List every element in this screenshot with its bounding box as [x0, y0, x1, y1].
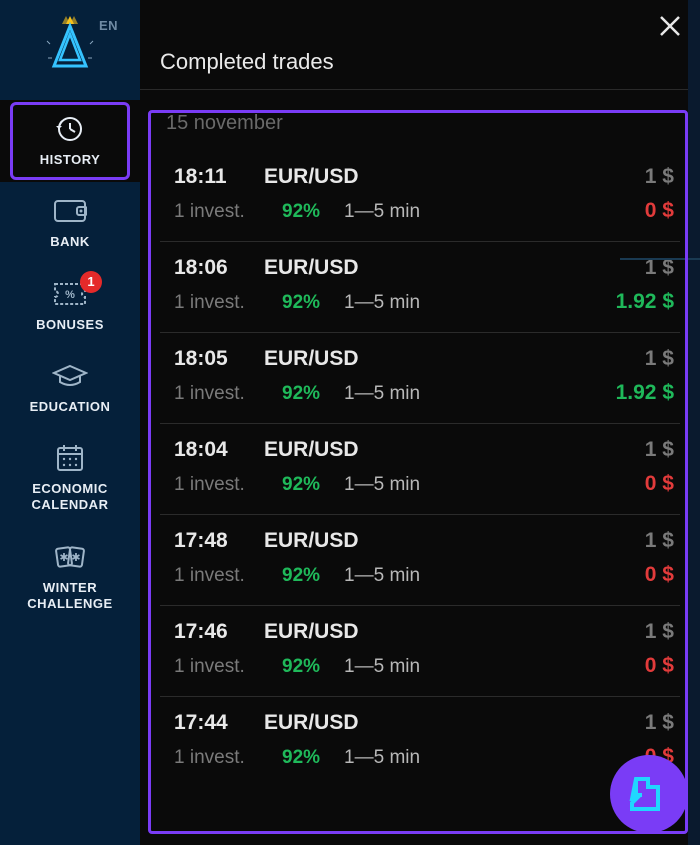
trade-result: 0 $ [645, 654, 674, 678]
trade-result: 0 $ [645, 199, 674, 223]
sidebar-item-history[interactable]: HISTORY [0, 100, 140, 182]
trade-range: 1—5 min [344, 474, 420, 496]
trade-row[interactable]: 18:04 EUR/USD 1 $ 1 invest. 92% 1—5 min 0 $ [160, 424, 680, 515]
trade-stake: 1 $ [645, 165, 674, 189]
sidebar-item-bank[interactable]: BANK [0, 182, 140, 264]
trade-time: 18:05 [174, 347, 246, 371]
close-button[interactable] [654, 10, 686, 42]
sidebar-item-economic-calendar[interactable]: ECONOMICCALENDAR [0, 429, 140, 528]
trade-invest-count: 1 invest. [174, 474, 264, 496]
trade-result: 0 $ [645, 563, 674, 587]
trade-row[interactable]: 18:11 EUR/USD 1 $ 1 invest. 92% 1—5 min 0 $ [160, 151, 680, 242]
trade-stake: 1 $ [645, 711, 674, 735]
trade-percent: 92% [282, 201, 320, 223]
trade-row[interactable]: 17:44EUR/USD1 $1 invest.92%1—5 min0 $ [160, 697, 680, 787]
trade-time: 18:04 [174, 438, 246, 462]
trade-row[interactable]: 17:46 EUR/USD 1 $ 1 invest. 92% 1—5 min 0 $ [160, 606, 680, 697]
bonus-badge: 1 [80, 271, 102, 293]
trade-time: 17:48 [174, 529, 246, 553]
trade-range: 1—5 min [344, 656, 420, 678]
trade-stake: 1 $ [645, 620, 674, 644]
trade-stake: 1 $ [645, 438, 674, 462]
language-selector[interactable]: EN [99, 18, 118, 33]
trade-percent: 92% [282, 565, 320, 587]
history-icon [55, 114, 85, 144]
trade-result: 1.92 $ [616, 381, 674, 405]
trade-result: 1.92 $ [616, 290, 674, 314]
trade-percent: 92% [282, 656, 320, 678]
trade-stake: 1 $ [645, 529, 674, 553]
trade-range: 1—5 min [344, 383, 420, 405]
support-icon [626, 771, 672, 817]
right-edge [688, 0, 700, 845]
sidebar-item-label: BANK [50, 234, 90, 250]
svg-text:✱: ✱ [59, 552, 68, 564]
trade-pair: EUR/USD [264, 165, 359, 189]
sidebar-item-label: BONUSES [36, 317, 104, 333]
close-icon [658, 14, 682, 38]
trade-row[interactable]: 18:05 EUR/USD 1 $ 1 invest. 92% 1—5 min 1.92 $ [160, 333, 680, 424]
sidebar-item-label: WINTERCHALLENGE [27, 580, 112, 613]
sidebar: EN HISTORY B [0, 0, 140, 845]
trades-list: 15 november 18:11EUR/USD1 $1 invest.92%1… [140, 90, 700, 787]
trade-range: 1—5 min [344, 292, 420, 314]
trade-percent: 92% [282, 292, 320, 314]
trade-time: 17:44 [174, 711, 246, 735]
support-fab[interactable] [610, 755, 688, 833]
sidebar-item-label: EDUCATION [30, 399, 111, 415]
trade-pair: EUR/USD [264, 529, 359, 553]
wallet-icon [53, 197, 87, 225]
trade-percent: 92% [282, 747, 320, 769]
trade-stake: 1 $ [645, 347, 674, 371]
sidebar-item-education[interactable]: EDUCATION [0, 347, 140, 429]
trade-range: 1—5 min [344, 201, 420, 223]
trade-range: 1—5 min [344, 565, 420, 587]
cards-icon: ✱ ✱ [53, 543, 87, 571]
sidebar-item-winter-challenge[interactable]: ✱ ✱ WINTERCHALLENGE [0, 528, 140, 627]
trade-pair: EUR/USD [264, 438, 359, 462]
calendar-icon [55, 443, 85, 473]
trade-invest-count: 1 invest. [174, 565, 264, 587]
trade-invest-count: 1 invest. [174, 201, 264, 223]
panel-header: Completed trades [140, 0, 700, 90]
panel-title: Completed trades [160, 49, 334, 75]
logo: EN [0, 14, 140, 100]
graduation-icon [52, 363, 88, 389]
trade-range: 1—5 min [344, 747, 420, 769]
trade-row[interactable]: 17:48 EUR/USD 1 $ 1 invest. 92% 1—5 min 0 $ [160, 515, 680, 606]
trade-pair: EUR/USD [264, 347, 359, 371]
trade-percent: 92% [282, 474, 320, 496]
trade-invest-count: 1 invest. [174, 656, 264, 678]
trade-result: 0 $ [645, 472, 674, 496]
svg-text:✱: ✱ [71, 552, 80, 564]
trade-pair: EUR/USD [264, 256, 359, 280]
trade-invest-count: 1 invest. [174, 747, 264, 769]
sidebar-item-bonuses[interactable]: 1 % BONUSES [0, 265, 140, 347]
trade-pair: EUR/USD [264, 620, 359, 644]
trade-time: 18:06 [174, 256, 246, 280]
trade-invest-count: 1 invest. [174, 292, 264, 314]
trade-row[interactable]: 18:06EUR/USD1 $1 invest.92%1—5 min1.92 $ [160, 242, 680, 333]
sidebar-item-label: HISTORY [40, 152, 101, 168]
trade-pair: EUR/USD [264, 711, 359, 735]
trade-invest-count: 1 invest. [174, 383, 264, 405]
svg-text:%: % [65, 289, 75, 301]
trade-time: 17:46 [174, 620, 246, 644]
trade-time: 18:11 [174, 165, 246, 189]
trade-percent: 92% [282, 383, 320, 405]
tree-logo-icon [44, 14, 96, 74]
history-panel: Completed trades 15 november 18:11 EUR/US… [140, 0, 700, 845]
date-header: 15 november [166, 112, 680, 135]
sidebar-item-label: ECONOMICCALENDAR [32, 481, 109, 514]
nav: HISTORY BANK 1 % BONUSES [0, 100, 140, 626]
